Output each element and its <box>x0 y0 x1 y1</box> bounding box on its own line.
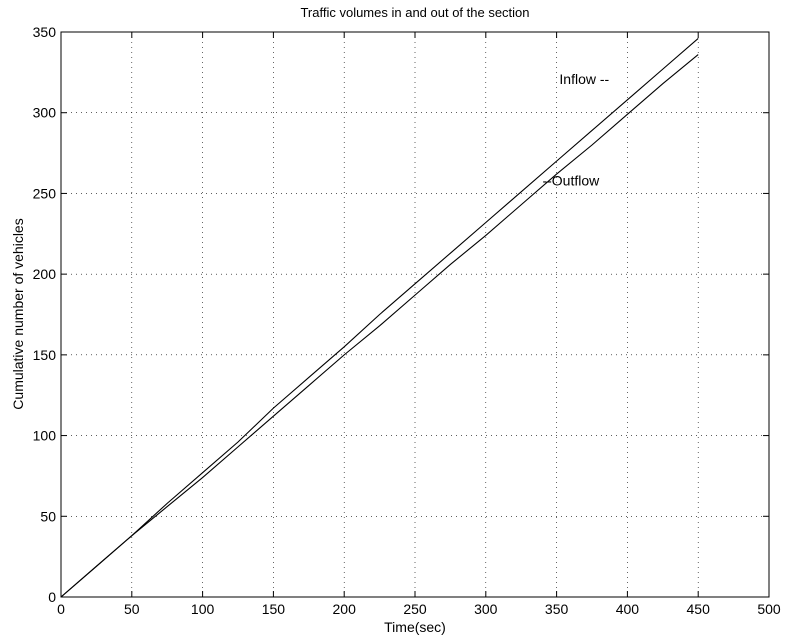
x-tick-label-9: 450 <box>687 601 711 617</box>
x-tick-label-5: 250 <box>403 601 427 617</box>
x-tick-label-4: 200 <box>333 601 357 617</box>
chart-title: Traffic volumes in and out of the sectio… <box>300 5 529 20</box>
y-tick-label-3: 150 <box>33 347 57 363</box>
series-layer <box>60 38 699 598</box>
y-tick-label-2: 100 <box>33 428 57 444</box>
series-line-1 <box>60 54 699 598</box>
y-tick-label-1: 50 <box>40 508 56 524</box>
annotation-0: Inflow -- <box>559 71 609 87</box>
x-tick-label-0: 0 <box>57 601 65 617</box>
y-tick-label-7: 350 <box>33 24 57 40</box>
y-tick-label-5: 250 <box>33 185 57 201</box>
x-axis-title: Time(sec) <box>384 619 446 635</box>
annotations: Inflow -- --Outflow <box>542 71 609 189</box>
x-tick-label-7: 350 <box>545 601 569 617</box>
x-tick-label-10: 500 <box>757 601 781 617</box>
y-axis-ticks: 0 50 100 150 200 250 300 350 <box>33 24 769 605</box>
x-tick-label-2: 100 <box>191 601 215 617</box>
x-tick-label-3: 150 <box>262 601 286 617</box>
x-tick-label-6: 300 <box>474 601 498 617</box>
grid <box>61 32 769 597</box>
x-tick-label-8: 400 <box>616 601 640 617</box>
annotation-1: --Outflow <box>542 173 600 189</box>
series-line-0 <box>60 38 699 598</box>
y-tick-label-6: 300 <box>33 105 57 121</box>
y-tick-label-4: 200 <box>33 266 57 282</box>
y-axis-title: Cumulative number of vehicles <box>10 218 26 409</box>
x-tick-label-1: 50 <box>124 601 140 617</box>
y-tick-label-0: 0 <box>48 589 56 605</box>
x-axis-ticks: 0 50 100 150 200 250 300 350 400 450 500 <box>57 32 781 617</box>
